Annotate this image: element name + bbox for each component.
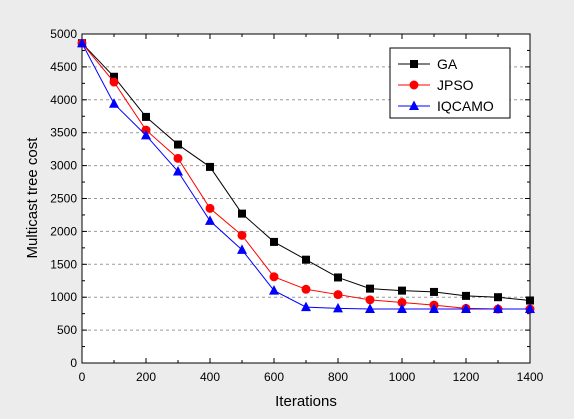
data-point — [462, 291, 470, 300]
y-tick-label: 3000 — [50, 159, 77, 173]
data-point — [430, 287, 438, 296]
data-point — [333, 302, 343, 313]
data-point — [397, 303, 407, 314]
data-series — [77, 37, 535, 314]
x-tick-label: 1400 — [517, 370, 544, 384]
data-point — [173, 153, 183, 163]
y-tick-label: 1500 — [50, 257, 77, 271]
data-point — [109, 77, 119, 87]
x-tick-label: 1200 — [453, 370, 480, 384]
data-point — [525, 303, 535, 314]
data-point — [429, 303, 439, 314]
data-point — [301, 301, 311, 312]
x-tick-label: 400 — [200, 370, 220, 384]
data-point — [302, 255, 310, 264]
data-point — [493, 303, 503, 314]
legend-label: IQCAMO — [437, 98, 494, 114]
x-tick-label: 0 — [79, 370, 86, 384]
legend-item-jpso: JPSO — [398, 77, 474, 93]
data-point — [238, 209, 246, 218]
y-tick-label: 3500 — [50, 126, 77, 140]
y-tick-label: 4500 — [50, 60, 77, 74]
data-point — [205, 215, 215, 225]
y-tick-label: 5000 — [50, 27, 77, 41]
data-point — [397, 297, 407, 307]
data-point — [109, 98, 119, 108]
x-tick-label: 200 — [136, 370, 156, 384]
legend-marker — [410, 60, 418, 68]
series-iqcamo — [77, 37, 535, 314]
data-point — [174, 140, 182, 149]
data-point — [77, 37, 87, 48]
legend: GA JPSO IQCAMO — [389, 47, 511, 119]
data-point — [269, 272, 279, 282]
y-tick-label: 0 — [70, 356, 77, 370]
data-point — [398, 286, 406, 295]
data-point — [237, 244, 247, 254]
legend-label: JPSO — [437, 77, 474, 93]
y-tick-label: 1000 — [50, 290, 77, 304]
data-point — [173, 166, 183, 176]
data-point — [526, 296, 534, 305]
data-point — [110, 72, 118, 81]
x-tick-label: 600 — [264, 370, 284, 384]
y-axis-label: Multicast tree cost — [24, 137, 41, 259]
y-tick-label: 4000 — [50, 93, 77, 107]
axes: 0500100015002000250030003500400045005000… — [50, 27, 543, 384]
data-point — [366, 284, 374, 293]
data-point — [269, 285, 279, 295]
data-point — [206, 162, 214, 171]
legend-marker — [409, 100, 419, 110]
data-point — [494, 293, 502, 302]
data-point — [461, 303, 471, 314]
y-tick-label: 2000 — [50, 224, 77, 238]
x-axis-label: Iterations — [275, 393, 337, 410]
data-point — [333, 290, 343, 300]
x-tick-label: 1000 — [389, 370, 416, 384]
data-point — [142, 112, 150, 121]
legend-marker — [409, 80, 419, 90]
legend-item-ga: GA — [398, 56, 458, 72]
legend-label: GA — [437, 56, 458, 72]
grid-lines — [82, 66, 530, 331]
data-point — [141, 129, 151, 140]
y-tick-label: 2500 — [50, 192, 77, 206]
data-point — [205, 203, 215, 213]
data-point — [334, 273, 342, 282]
data-point — [301, 284, 311, 294]
data-point — [270, 237, 278, 246]
data-point — [365, 295, 375, 305]
x-tick-label: 800 — [328, 370, 348, 384]
y-tick-label: 500 — [57, 323, 77, 337]
data-point — [237, 230, 247, 240]
data-point — [365, 303, 375, 314]
legend-item-iqcamo: IQCAMO — [398, 98, 494, 114]
